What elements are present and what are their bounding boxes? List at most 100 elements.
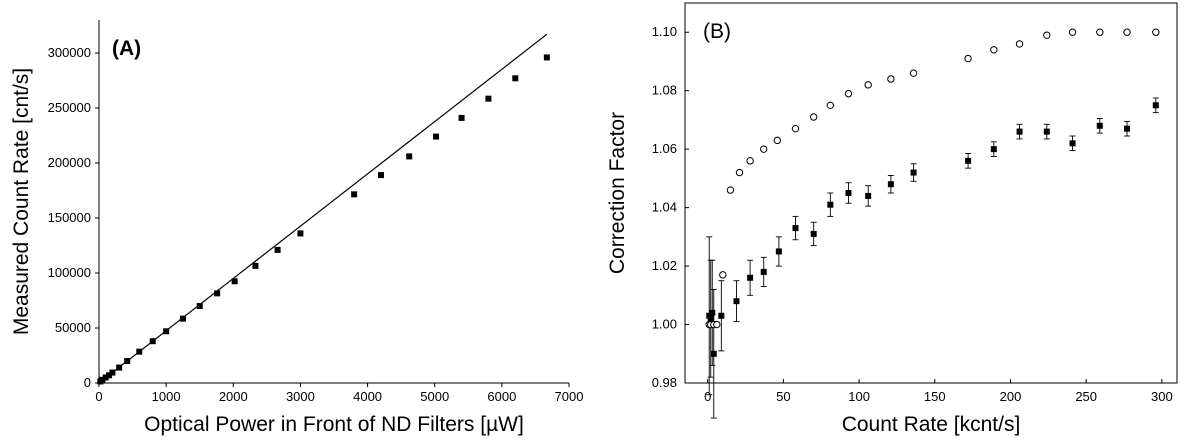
data-point — [760, 145, 768, 153]
data-point — [1152, 28, 1160, 36]
y-tick-label: 250000 — [48, 100, 91, 115]
x-tick-label: 6000 — [487, 389, 516, 404]
data-point — [252, 262, 259, 269]
data-point — [791, 124, 800, 133]
panel-label: (B) — [703, 20, 731, 43]
data-point — [485, 95, 492, 102]
data-point — [707, 315, 714, 322]
y-tick-label: 200000 — [48, 155, 91, 170]
x-tick-label: 150 — [924, 389, 946, 404]
data-point — [1069, 140, 1076, 147]
data-point — [864, 81, 872, 89]
y-tick-label: 1.04 — [652, 200, 677, 215]
x-axis-title: Optical Power in Front of ND Filters [µW… — [144, 413, 524, 436]
x-tick-label: 7000 — [555, 389, 584, 404]
data-point — [826, 101, 835, 110]
data-point — [1096, 28, 1104, 36]
x-tick-label: 5000 — [420, 389, 449, 404]
data-point — [809, 113, 818, 121]
data-point — [747, 274, 754, 281]
data-point — [1123, 28, 1131, 36]
data-point — [746, 157, 754, 165]
y-axis-title: Measured Count Rate [cnt/s] — [10, 68, 33, 335]
fit-line — [98, 33, 548, 384]
data-point — [433, 133, 440, 140]
data-point — [887, 181, 894, 188]
x-tick-label: 50 — [776, 389, 790, 404]
data-point — [709, 309, 716, 316]
data-point — [1015, 40, 1024, 48]
data-point — [735, 168, 744, 177]
x-axis-title: Count Rate [kcnt/s] — [842, 413, 1021, 436]
data-point — [1043, 31, 1051, 39]
data-point — [406, 153, 413, 160]
data-point — [274, 246, 281, 253]
data-point — [760, 268, 767, 275]
x-tick-label: 200 — [1000, 389, 1022, 404]
data-point — [887, 75, 895, 83]
data-point — [773, 136, 782, 145]
y-tick-label: 1.08 — [652, 83, 677, 98]
data-point — [297, 230, 304, 237]
x-tick-label: 3000 — [286, 389, 315, 404]
x-tick-label: 0 — [704, 389, 711, 404]
x-tick-label: 1000 — [152, 389, 181, 404]
data-point — [458, 114, 465, 121]
data-point — [543, 54, 550, 61]
data-point — [726, 186, 735, 194]
data-point — [719, 271, 727, 279]
data-point — [179, 315, 186, 322]
y-tick-label: 1.06 — [652, 141, 677, 156]
panel-a: 0 1000 2000 3000 4000 5000 6000 7000 0 50000 10000… — [10, 20, 583, 436]
data-point — [844, 89, 853, 98]
x-tick-label: 300 — [1151, 389, 1173, 404]
data-point — [909, 69, 918, 77]
data-point — [910, 169, 917, 176]
data-point — [1068, 28, 1077, 36]
panel-label: (A) — [112, 37, 141, 60]
data-point — [378, 172, 384, 179]
data-point — [990, 46, 998, 54]
data-point — [214, 290, 221, 297]
y-tick-label: 50000 — [55, 320, 91, 335]
x-tick-label: 100 — [848, 389, 870, 404]
data-point — [718, 312, 725, 319]
data-point — [1124, 125, 1131, 132]
y-tick-label: 1.10 — [652, 24, 677, 39]
data-point — [827, 201, 834, 208]
y-tick-label: 1.00 — [652, 317, 677, 332]
y-axis-title: Correction Factor — [606, 112, 629, 274]
data-point — [1043, 128, 1050, 135]
y-tick-label: 100000 — [48, 265, 91, 280]
data-point — [713, 320, 721, 329]
data-point — [733, 298, 740, 305]
data-point — [865, 192, 872, 199]
data-point — [792, 225, 799, 232]
data-point — [810, 230, 817, 237]
x-tick-label: 250 — [1075, 389, 1097, 404]
data-point — [845, 190, 852, 196]
data-point — [1152, 102, 1159, 109]
data-point — [1096, 122, 1103, 129]
x-tick-label: 2000 — [219, 389, 248, 404]
data-point — [965, 157, 972, 164]
x-tick-label: 4000 — [353, 389, 382, 404]
x-tick-label: 0 — [95, 389, 102, 404]
data-point — [231, 278, 238, 285]
y-tick-label: 0 — [84, 375, 91, 390]
data-point — [990, 146, 997, 153]
panel-b: 0 50 100 150 200 250 300 0.98 1.00 1.02 1.04 1.06 1.… — [606, 2, 1178, 436]
data-point — [1016, 128, 1023, 135]
y-tick-label: 300000 — [48, 45, 91, 60]
plot-frame — [684, 2, 1178, 384]
data-point — [710, 350, 717, 357]
data-point — [351, 191, 358, 198]
data-point — [964, 54, 972, 63]
data-point — [512, 75, 519, 82]
y-tick-label: 1.02 — [652, 258, 677, 273]
data-point — [196, 303, 203, 309]
y-tick-label: 150000 — [48, 210, 91, 225]
data-point — [775, 248, 782, 255]
y-tick-label: 0.98 — [652, 375, 677, 390]
